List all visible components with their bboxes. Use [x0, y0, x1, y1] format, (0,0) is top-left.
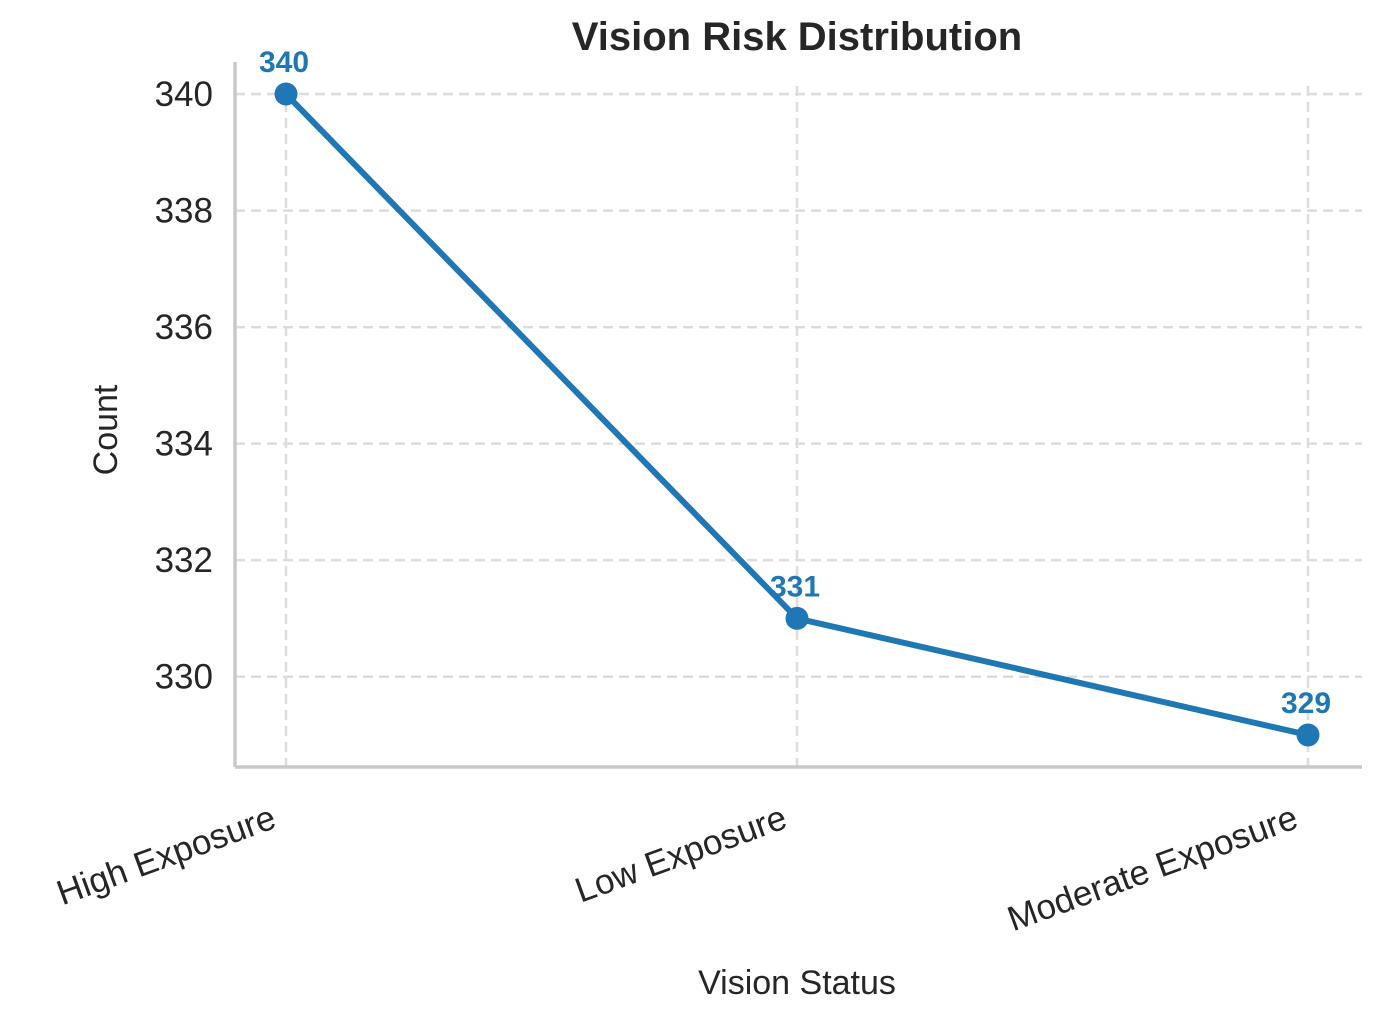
data-label: 331: [770, 570, 820, 603]
y-axis-label: Count: [87, 384, 125, 475]
chart-title: Vision Risk Distribution: [572, 15, 1022, 59]
x-tick-label: Low Exposure: [570, 798, 792, 911]
y-tick-label: 332: [155, 541, 213, 580]
y-tick-label: 334: [155, 425, 213, 464]
x-tick-labels: High Exposure Low Exposure Moderate Exposu…: [52, 798, 1303, 939]
y-tick-label: 338: [155, 192, 213, 231]
y-tick-label: 340: [155, 75, 213, 114]
data-labels: 340 331 329: [259, 46, 1331, 720]
y-tick-label: 336: [155, 308, 213, 347]
y-tick-label: 330: [155, 658, 213, 697]
data-point: [785, 606, 809, 630]
data-point: [1296, 723, 1320, 747]
x-tick-label: High Exposure: [52, 798, 281, 913]
data-label: 340: [259, 46, 309, 79]
data-label: 329: [1281, 687, 1331, 720]
y-gridlines: [235, 92, 1362, 678]
series-group: [274, 82, 1320, 747]
x-gridlines: [284, 86, 1310, 767]
y-tick-labels: 330 332 334 336 338 340: [155, 75, 213, 697]
x-axis-label: Vision Status: [698, 964, 896, 1002]
x-tick-label: Moderate Exposure: [1002, 798, 1302, 939]
data-point: [274, 82, 298, 106]
